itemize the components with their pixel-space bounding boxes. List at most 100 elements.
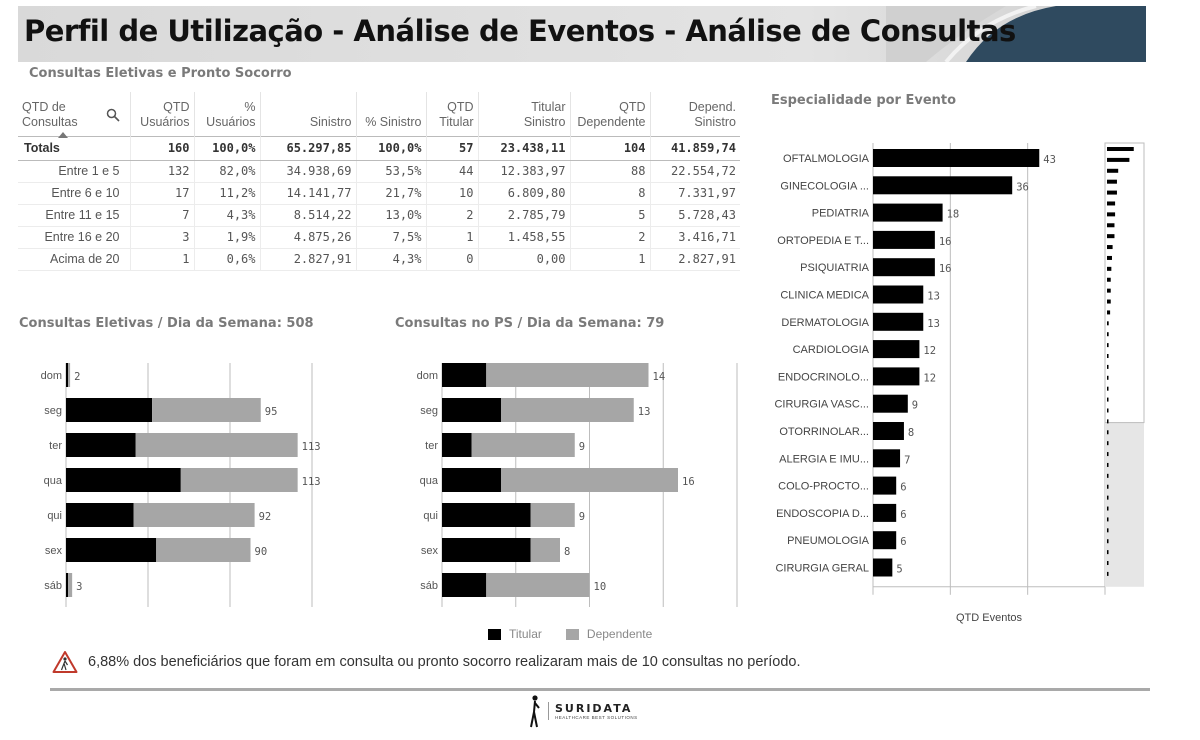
bar [873,312,924,331]
bar [873,558,893,577]
col-header-qtd-titular[interactable]: QTD Titular [426,92,479,136]
scrollbar-mini-bar [1107,168,1119,173]
scrollbar-mini-bar [1107,223,1115,228]
table-cell: 4.875,26 [260,226,357,249]
category-label: OFTALMOLOGIA [783,153,870,165]
value-label: 12 [923,372,936,384]
value-label: 2 [74,371,80,383]
scrollbar-mini-bar [1107,397,1109,402]
scrollbar-mini-bar [1107,147,1134,151]
table-cell: 13,0% [356,204,427,227]
table-cell: 0,00 [478,248,571,271]
value-label: 9 [579,441,585,453]
bar-titular [66,538,157,562]
table-row[interactable]: Entre 11 e 15 7 4,3% 8.514,22 13,0% 2 2.785,79… [18,204,740,227]
category-label: sex [421,545,439,557]
scrollbar-mini-bar [1107,354,1109,359]
footer-divider [50,688,1150,691]
col-header-depend-sinistro[interactable]: Depend. Sinistro [688,99,736,129]
category-label: qua [420,475,439,487]
table-row[interactable]: Entre 16 e 20 3 1,9% 4.875,26 7,5% 1 1.458,55 2… [18,226,740,249]
scrollbar-mini-bar [1107,473,1109,478]
category-label: CIRURGIA GERAL [775,563,869,575]
table-totals-row[interactable]: Totals 160 100,0% 65.297,85 100,0% 57 23.438,1… [18,135,740,161]
chart-especialidade: OFTALMOLOGIA 43 GINECOLOGIA ... 36 PEDIATRIA… [768,135,1148,625]
table-cell: 4,3% [194,204,261,227]
table-cell: 132 [130,160,195,183]
table-cell: 104 [570,135,651,161]
value-label: 7 [904,454,910,466]
category-label: ENDOSCOPIA D... [776,508,869,520]
scrollbar-thumb [1104,142,1145,424]
insight-note-text: 6,88% dos beneficiários que foram em con… [88,654,801,670]
sort-ascending-icon[interactable] [58,131,68,138]
warning-icon [52,651,78,673]
table-cell: 88 [570,160,651,183]
value-label: 6 [900,509,906,521]
table-cell: 100,0% [194,135,261,161]
category-label: OTORRINOLAR... [779,426,869,438]
table-cell: Totals [18,135,131,161]
table-cell: Entre 6 e 10 [18,182,131,205]
scrollbar-mini-bar [1107,539,1109,544]
category-label: ORTOPEDIA E T... [777,235,869,247]
table-cell: Acima de 20 [18,248,131,271]
col-header-sinistro[interactable]: Sinistro [260,92,357,136]
value-label: 16 [939,263,952,275]
bar-titular [442,573,487,597]
bar-dependente [156,538,251,562]
value-label: 95 [265,406,278,418]
page-title: Perfil de Utilização - Análise de Evento… [24,14,1016,48]
table-cell: 65.297,85 [260,135,357,161]
table-cell: 7.331,97 [650,182,740,205]
bar-dependente [68,573,73,597]
table-cell: 2 [426,204,479,227]
scrollbar-mini-bar [1107,277,1111,282]
value-label: 9 [912,400,918,412]
legend-label-titular: Titular [509,627,542,641]
scrollbar-mini-bar [1107,310,1111,315]
value-label: 90 [255,546,268,558]
col-header-qtd-usuarios[interactable]: QTD Usuários [130,92,195,136]
table-cell: 21,7% [356,182,427,205]
bar-dependente [501,398,634,422]
bar-titular [66,363,69,387]
value-label: 3 [76,581,82,593]
table-row[interactable]: Entre 1 e 5 132 82,0% 34.938,69 53,5% 44 12.38… [18,160,740,183]
bar [873,230,935,249]
scrollbar-mini-bar [1107,528,1109,533]
page-header: Perfil de Utilização - Análise de Evento… [18,6,1146,62]
value-label: 16 [682,476,695,488]
scrollbar-mini-bar [1107,332,1109,337]
bar [873,258,935,277]
scrollbar-mini-bar [1107,495,1109,500]
scrollbar-mini-bar [1107,343,1109,348]
value-label: 113 [302,476,321,488]
value-label: 43 [1043,154,1056,166]
table-cell: 2.827,91 [260,248,357,271]
value-label: 5 [896,564,902,576]
col-header-pct-sinistro[interactable]: % Sinistro [356,92,427,136]
col-header-qtd-consultas[interactable]: QTD de Consultas [18,92,131,138]
table-row[interactable]: Acima de 20 1 0,6% 2.827,91 4,3% 0 0,00 1 2.827,… [18,248,740,271]
col-header-qtd-dependente[interactable]: QTD Dependente [570,92,651,136]
chart-eletivas: dom 2 seg 95 ter 113 qua 113 qui 92 sex 90 sáb 3 [18,355,348,607]
table-row[interactable]: Entre 6 e 10 17 11,2% 14.141,77 21,7% 10 6.809… [18,182,740,205]
logo-brand: SURIDATA [555,702,633,715]
search-icon[interactable] [106,108,120,122]
chart-eletivas-title: Consultas Eletivas / Dia da Semana: 508 [19,316,314,331]
table-cell: 160 [130,135,195,161]
col-header-titular-sinistro[interactable]: Titular Sinistro [478,92,571,136]
category-label: dom [417,370,438,382]
bar-titular [442,433,472,457]
table-cell: Entre 11 e 15 [18,204,131,227]
scrollbar-mini-bar [1107,201,1116,206]
category-label: sex [45,545,63,557]
value-label: 13 [927,291,940,303]
value-label: 36 [1016,181,1029,193]
col-header-pct-usuarios[interactable]: % Usuários [194,92,261,136]
scrollbar-mini-bar [1107,452,1109,457]
table-cell: 100,0% [356,135,427,161]
table-cell: 3.416,71 [650,226,740,249]
bar-dependente [180,468,298,492]
